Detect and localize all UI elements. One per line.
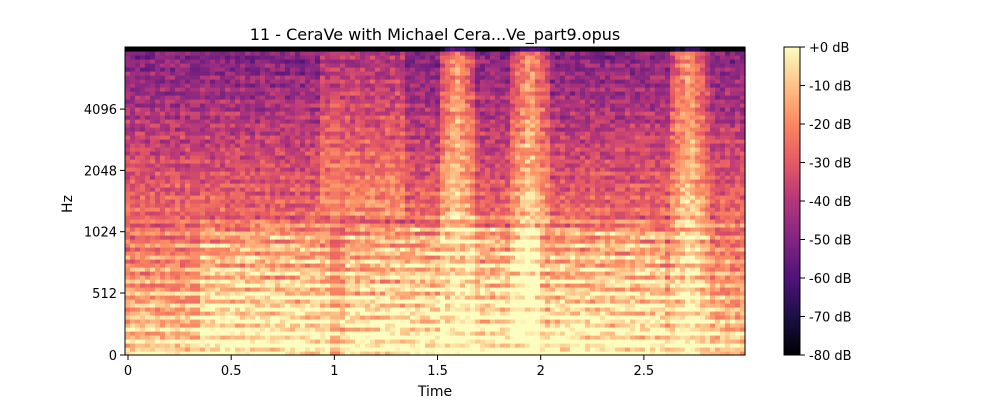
colorbar-tick-label: -40 dB	[809, 195, 852, 210]
colorbar-tick-label: -60 dB	[809, 272, 852, 287]
x-axis-label: Time	[417, 384, 452, 400]
colorbar-tick-label: -30 dB	[809, 157, 852, 172]
y-axis-label: Hz	[60, 195, 76, 213]
y-tick-label: 0	[109, 349, 117, 364]
colorbar-tick-label: +0 dB	[809, 41, 849, 56]
x-tick-label: 2	[537, 364, 545, 379]
y-tick-label: 512	[92, 287, 117, 302]
y-tick-label: 1024	[84, 226, 117, 241]
x-tick-label: 2.5	[634, 364, 655, 379]
y-tick-label: 4096	[84, 103, 117, 118]
colorbar-tick-label: -80 dB	[809, 349, 852, 364]
y-axis-ticks: 0 512 1024 2048 4096	[84, 103, 125, 364]
colorbar-tick-label: -20 dB	[809, 118, 852, 133]
y-tick-label: 2048	[84, 164, 117, 179]
colorbar-ticks: +0 dB -10 dB -20 dB -30 dB -40 dB -50 dB -60 d…	[800, 41, 852, 364]
colorbar-tick-label: -10 dB	[809, 80, 852, 95]
colorbar-tick-label: -50 dB	[809, 234, 852, 249]
spectrogram-heatmap	[125, 47, 746, 356]
x-tick-label: 1	[330, 364, 338, 379]
x-axis-ticks: 0 0.5 1 1.5 2 2.5	[124, 355, 654, 379]
x-tick-label: 0	[124, 364, 132, 379]
colorbar-tick-label: -70 dB	[809, 311, 852, 326]
chart-title: 11 - CeraVe with Michael Cera...Ve_part9…	[250, 25, 620, 45]
x-tick-label: 1.5	[427, 364, 448, 379]
x-tick-label: 0.5	[221, 364, 242, 379]
colorbar	[784, 47, 800, 355]
